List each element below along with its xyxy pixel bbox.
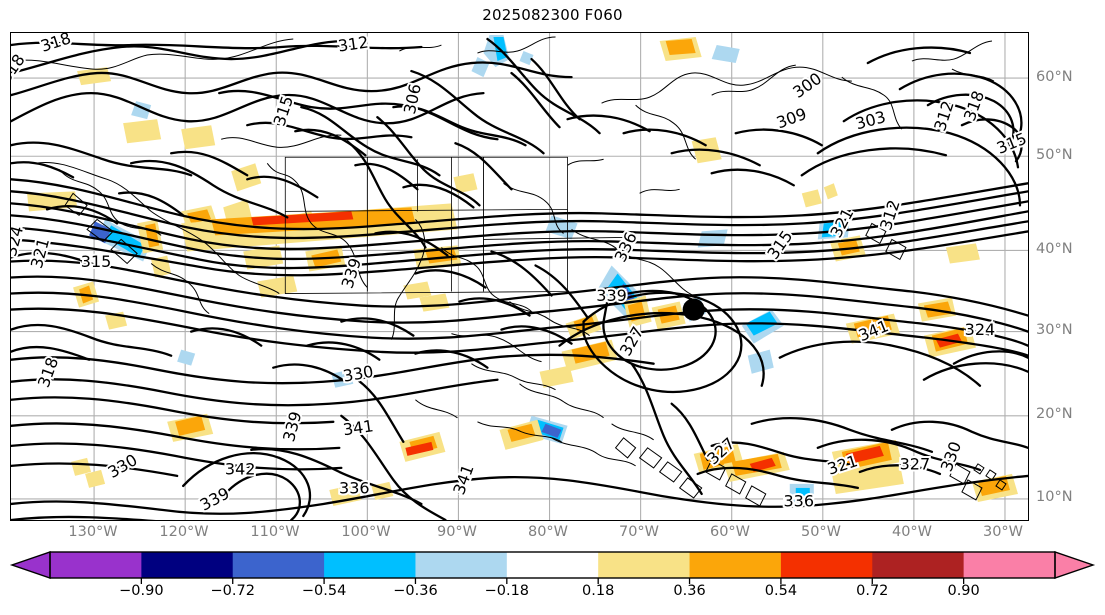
colorbar-tick-label: 0.72 — [856, 583, 889, 599]
colorbar-over-arrow — [1054, 551, 1096, 579]
contour-label: 327 — [900, 454, 931, 473]
colorbar-tick-label: −0.54 — [301, 583, 347, 599]
contour-label: 318 — [34, 355, 62, 390]
contour-label: 315 — [763, 227, 796, 263]
colorbar-tick-label: −0.72 — [210, 583, 255, 599]
contour-label: 312 — [930, 98, 958, 133]
colorbar-segment — [689, 552, 782, 578]
lat-tick-label: 50°N — [1036, 147, 1073, 163]
colorbar-tick-label: 0.90 — [947, 583, 980, 599]
colorbar-tick-label: 0.36 — [673, 583, 706, 599]
contour-label: 339 — [279, 409, 305, 443]
lat-tick-label: 40°N — [1036, 241, 1073, 257]
contour-label: 312 — [337, 33, 370, 56]
contour-label: 309 — [774, 104, 809, 132]
contour-label: 330 — [105, 450, 141, 482]
contour-label: 330 — [341, 362, 374, 386]
contour-label: 339 — [197, 484, 233, 515]
colorbar-segment — [141, 552, 234, 578]
colorbar-segment — [872, 552, 965, 578]
contour-label: 336 — [339, 478, 370, 497]
contour-label: 315 — [994, 129, 1028, 158]
storm-center[interactable] — [682, 298, 705, 321]
lon-tick-label: 100°W — [341, 524, 391, 540]
colorbar-swatches — [9, 551, 1096, 584]
colorbar-outline — [49, 551, 1056, 579]
contour-label: 306 — [400, 82, 425, 116]
contour-label: 339 — [596, 286, 627, 305]
lon-tick-label: 90°W — [436, 524, 478, 540]
lon-tick-label: 110°W — [250, 524, 300, 540]
colorbar-segment — [963, 552, 1056, 578]
map-panel[interactable]: 318 318 312 315 306 300 309 303 312 318 315 324 321 3… — [10, 32, 1029, 521]
colorbar-tick-label: −0.90 — [119, 583, 164, 599]
contour-label: 324 — [965, 320, 996, 339]
storm-center-marker[interactable] — [682, 298, 705, 321]
lat-tick-label: 30°N — [1036, 322, 1073, 338]
colorbar-segment — [50, 552, 142, 578]
contour-label: 336 — [611, 229, 641, 265]
page-title: 2025082300 F060 — [482, 6, 623, 24]
lon-tick-label: 130°W — [68, 524, 118, 540]
contour-label: 341 — [449, 462, 477, 497]
contour-label: 342 — [225, 459, 256, 478]
height-contours — [11, 37, 1028, 520]
contour-label: 341 — [342, 416, 375, 439]
lon-tick-label: 50°W — [800, 524, 842, 540]
contour-label: 315 — [81, 252, 112, 271]
colorbar-segment — [598, 552, 691, 578]
colorbar-tick-label: −0.18 — [484, 583, 530, 599]
contour-label: 318 — [38, 33, 73, 56]
lat-tick-label: 10°N — [1036, 489, 1073, 505]
lon-tick-label: 30°W — [982, 524, 1024, 540]
colorbar-tick-label: −0.36 — [393, 583, 438, 599]
colorbar-segment — [232, 552, 325, 578]
colorbar-tick-label: 0.18 — [582, 583, 615, 599]
contour-label: 300 — [789, 69, 825, 102]
lat-tick-label: 20°N — [1036, 406, 1073, 422]
colorbar-segment — [324, 552, 416, 578]
contour-label: 336 — [783, 491, 814, 510]
colorbar[interactable] — [0, 548, 1105, 612]
colorbar-segment — [780, 552, 873, 578]
contour-label: 327 — [616, 323, 648, 359]
colorbar-segment — [506, 552, 599, 578]
colorbar-tick-label: 0.54 — [764, 583, 798, 599]
lon-tick-label: 60°W — [709, 524, 751, 540]
contour-label: 315 — [270, 93, 298, 128]
lat-tick-label: 60°N — [1036, 69, 1073, 85]
contour-label: 312 — [876, 198, 904, 233]
lon-tick-label: 120°W — [159, 524, 209, 540]
contour-label: 330 — [937, 439, 965, 474]
colorbar-segment — [415, 552, 508, 578]
lon-tick-label: 70°W — [618, 524, 660, 540]
lon-tick-label: 40°W — [891, 524, 933, 540]
lon-tick-label: 80°W — [527, 524, 569, 540]
colorbar-under-arrow — [9, 551, 51, 579]
